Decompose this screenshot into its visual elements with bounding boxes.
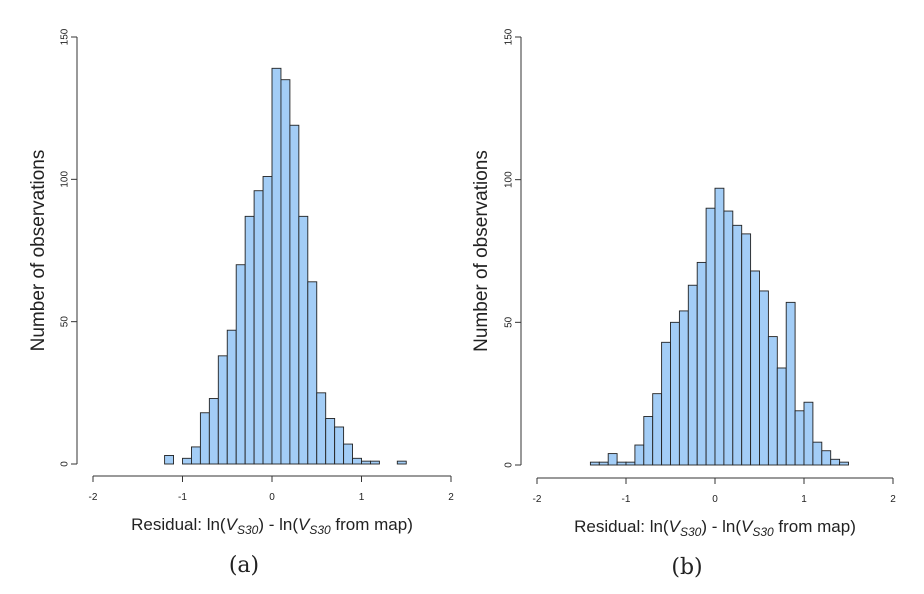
histogram-bar	[164, 455, 175, 465]
histogram-bar	[616, 461, 627, 466]
histogram-bar	[199, 412, 210, 465]
x-tick-label: -1	[178, 492, 187, 503]
x-axis-title-var2: V	[741, 517, 754, 536]
histogram-bar	[821, 450, 832, 466]
x-axis-title: Residual: ln(VS30) - ln(VS30 from map)	[131, 515, 413, 537]
panel-label: (b)	[671, 555, 702, 580]
x-axis: -2 -1 0 1 2	[533, 477, 896, 505]
histogram-bar	[208, 398, 219, 465]
histogram-panel-a: 0 50 100 150 -2 -1 0 1 2 Number of observations Re…	[28, 28, 454, 578]
histogram-bar	[589, 461, 600, 466]
x-axis-title-suffix: from map)	[331, 515, 413, 534]
histogram-bar	[190, 446, 201, 465]
histogram-bar	[316, 392, 327, 465]
x-tick-label: -2	[89, 492, 98, 503]
y-axis-title: Number of observations	[28, 150, 49, 352]
y-tick-label: 50	[504, 316, 515, 328]
y-tick-label: 100	[504, 171, 515, 188]
x-tick-label: 0	[712, 494, 718, 505]
histogram-bar	[705, 207, 716, 466]
x-axis-title-var2: V	[298, 515, 311, 534]
x-tick-label: 0	[269, 492, 275, 503]
histogram-bar	[696, 261, 707, 466]
histogram-bar	[785, 301, 796, 466]
x-axis-title-sub1: S30	[680, 525, 702, 539]
histogram-bar	[334, 426, 345, 465]
y-tick-label: 150	[60, 28, 71, 45]
histogram-panel-b: 0 50 100 150 -2 -1 0 1 2 Number of observations Re…	[471, 28, 896, 580]
histogram-bar	[643, 416, 654, 466]
histogram-bar	[625, 461, 636, 466]
histogram-bar	[661, 341, 671, 466]
histogram-bar	[598, 461, 609, 466]
histogram-bar	[839, 461, 849, 466]
x-axis-title-sub2: S30	[309, 523, 331, 537]
histogram-bar	[794, 410, 805, 466]
x-axis: -2 -1 0 1 2	[89, 475, 454, 503]
histogram-bar	[217, 355, 228, 465]
histogram-bar	[687, 284, 698, 466]
y-axis: 0 50 100 150	[504, 28, 522, 468]
y-axis-title: Number of observations	[471, 150, 492, 352]
y-tick-label: 100	[60, 171, 71, 188]
x-tick-label: 1	[359, 492, 365, 503]
histogram-bar	[723, 210, 734, 466]
histogram-bar	[812, 441, 823, 466]
histogram-bar	[244, 215, 255, 465]
histogram-bar	[253, 190, 264, 465]
y-axis: 0 50 100 150	[60, 28, 78, 467]
histogram-bar	[759, 290, 769, 466]
y-tick-label: 0	[60, 461, 71, 467]
x-axis-title-prefix: Residual: ln(	[574, 517, 669, 536]
x-axis-title-suffix: from map)	[774, 517, 856, 536]
histogram-bar	[652, 393, 663, 466]
histogram-bar	[307, 281, 318, 465]
histogram-bar	[776, 367, 787, 466]
histogram-bar	[262, 176, 273, 465]
histogram-bar	[289, 124, 300, 465]
histogram-bar	[803, 401, 814, 466]
histogram-bar	[182, 457, 192, 465]
x-axis-title-middle: ) - ln(	[258, 515, 298, 534]
panel-label: (a)	[229, 553, 259, 578]
histogram-bar	[670, 321, 680, 466]
histogram-bar	[678, 310, 689, 466]
histogram-bar	[271, 67, 282, 465]
histogram-bar	[732, 224, 743, 466]
histogram-bar	[741, 233, 752, 466]
y-tick-label: 150	[504, 28, 515, 45]
histogram-bar	[714, 187, 725, 466]
histogram-bar	[298, 215, 309, 465]
histogram-bar	[325, 418, 336, 465]
x-tick-label: 2	[890, 494, 896, 505]
x-axis-title-var1: V	[669, 517, 682, 536]
histogram-bar	[830, 458, 841, 466]
x-tick-label: 1	[801, 494, 807, 505]
histogram-bar	[343, 443, 354, 465]
histogram-bar	[280, 79, 291, 465]
x-tick-label: -1	[622, 494, 631, 505]
histogram-bar	[352, 457, 362, 465]
histogram-bar	[361, 460, 371, 465]
histogram-bar	[607, 453, 618, 466]
histogram-bar	[235, 264, 246, 465]
x-axis-title-middle: ) - ln(	[701, 517, 741, 536]
x-tick-label: -2	[533, 494, 542, 505]
histogram-bar	[370, 460, 380, 465]
x-axis-title-prefix: Residual: ln(	[131, 515, 226, 534]
histogram-bar	[750, 270, 760, 466]
histogram-bar	[634, 444, 645, 466]
x-tick-label: 2	[448, 492, 454, 503]
x-axis-title-sub2: S30	[752, 525, 774, 539]
histogram-bar	[767, 336, 778, 466]
x-axis-title: Residual: ln(VS30) - ln(VS30 from map)	[574, 517, 856, 539]
x-axis-title-var1: V	[226, 515, 239, 534]
y-tick-label: 0	[504, 462, 515, 468]
y-tick-label: 50	[60, 316, 71, 328]
histogram-bar	[396, 460, 407, 465]
histogram-bar	[226, 329, 237, 465]
x-axis-title-sub1: S30	[237, 523, 259, 537]
